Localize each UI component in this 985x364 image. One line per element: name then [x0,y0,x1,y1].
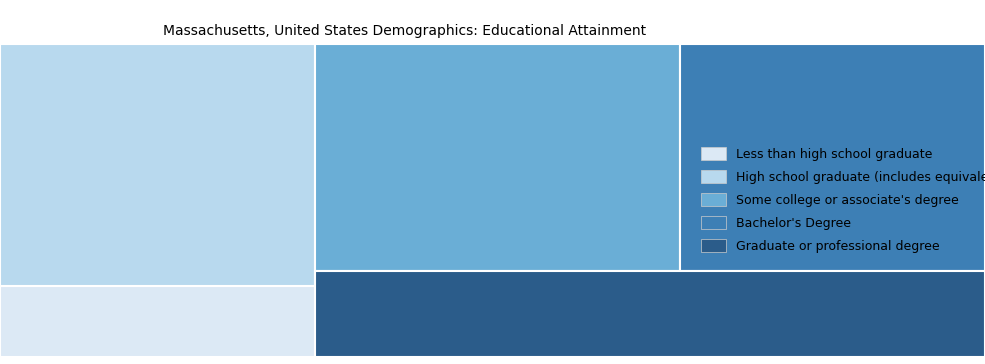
FancyBboxPatch shape [0,286,315,357]
Text: Massachusetts, United States Demographics: Educational Attainment: Massachusetts, United States Demographic… [163,24,645,38]
Legend: Less than high school graduate, High school graduate (includes equivalency), Som: Less than high school graduate, High sch… [695,142,985,258]
FancyBboxPatch shape [680,44,985,271]
FancyBboxPatch shape [315,44,680,271]
FancyBboxPatch shape [315,271,985,357]
FancyBboxPatch shape [0,44,315,286]
